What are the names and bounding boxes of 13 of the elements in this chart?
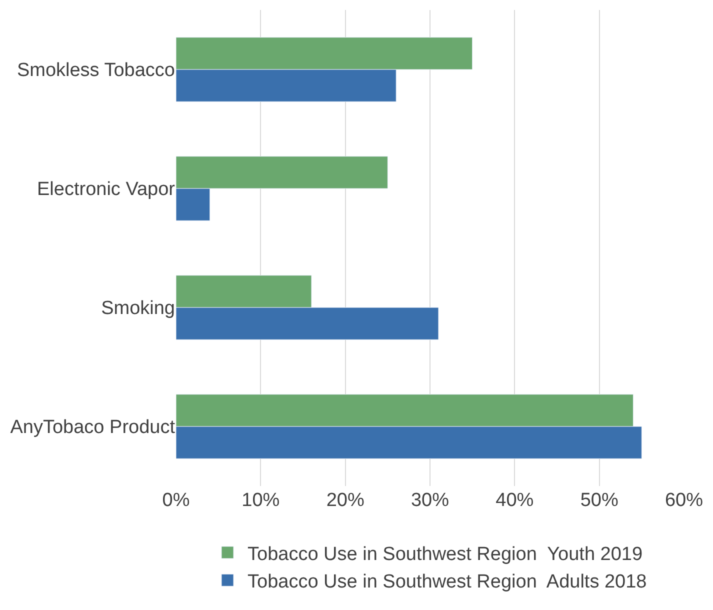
legend-label: Tobacco Use in Southwest Region Youth 2019 — [248, 544, 643, 565]
x-tick-label: 10% — [242, 490, 280, 511]
x-tick-label: 60% — [664, 490, 704, 511]
legend-label: Tobacco Use in Southwest Region Adults 2018 — [248, 572, 647, 593]
x-tick-label: 50% — [580, 490, 618, 511]
y-tick-label: Electronic Vapor — [37, 179, 176, 200]
y-tick-label: Smokless Tobacco — [16, 60, 175, 82]
x-tick-label: 30% — [410, 490, 450, 511]
y-tick-label: Smoking — [101, 298, 175, 320]
x-tick-label: 0% — [162, 490, 190, 511]
x-tick-label: 20% — [326, 490, 364, 511]
x-tick-label: 40% — [496, 490, 534, 511]
y-tick-label: AnyTobaco Product — [10, 417, 176, 438]
